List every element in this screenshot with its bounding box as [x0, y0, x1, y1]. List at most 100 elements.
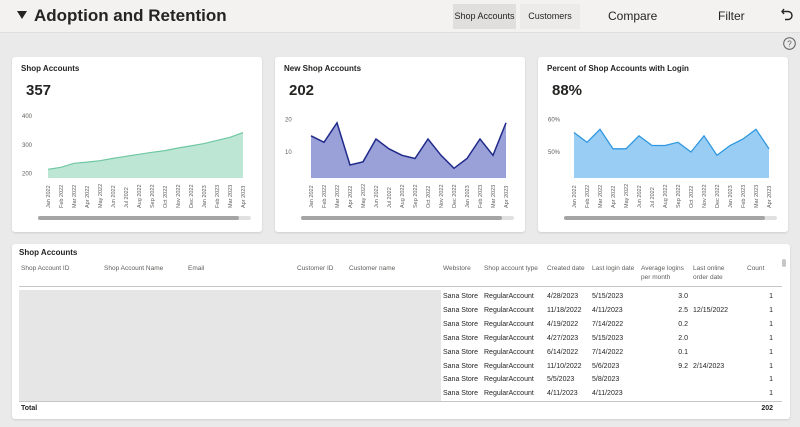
redacted-area: [19, 290, 441, 402]
card-title: Percent of Shop Accounts with Login: [547, 64, 689, 73]
chart-scrollbar[interactable]: [301, 216, 514, 220]
kpi-value: 202: [289, 82, 315, 99]
x-tick-label: Oct 2022: [426, 186, 432, 208]
x-tick-label: Feb 2022: [59, 185, 65, 208]
x-tick-label: Jan 2022: [572, 185, 578, 208]
table-cell: RegularAccount: [484, 362, 534, 370]
x-tick-label: Jan 2023: [202, 185, 208, 208]
table-cell: 4/11/2023: [547, 390, 578, 398]
scrollbar-thumb[interactable]: [38, 216, 239, 220]
svg-text:?: ?: [787, 40, 792, 49]
x-tick-label: Sep 2022: [413, 184, 419, 208]
table-cell: 7/14/2022: [592, 320, 624, 328]
table-cell: 5/5/2023: [547, 376, 575, 384]
column-header[interactable]: Webstore: [443, 265, 471, 272]
column-header[interactable]: Customer name: [349, 265, 396, 272]
x-tick-label: Jun 2022: [374, 185, 380, 208]
scrollbar-thumb[interactable]: [564, 216, 765, 220]
x-tick-label: May 2022: [361, 184, 367, 208]
table-cell: 12/15/2022: [693, 306, 729, 314]
area-fill: [48, 132, 243, 178]
scrollbar-thumb[interactable]: [301, 216, 502, 220]
table-cell: 9.2: [678, 362, 688, 370]
table-cell: 3.0: [678, 293, 688, 300]
column-header[interactable]: Created date: [547, 265, 585, 272]
x-tick-label: Apr 2023: [241, 186, 247, 208]
header-divider: [19, 286, 782, 287]
table-cell: 1: [769, 293, 773, 300]
column-header[interactable]: Shop Account Name: [104, 265, 164, 272]
shop-accounts-table: Shop Accounts Shop Account ID Shop Accou…: [12, 244, 790, 419]
column-header[interactable]: Shop account type: [484, 265, 538, 272]
table-cell: Sana Store: [443, 348, 479, 356]
column-header[interactable]: Last login date: [592, 265, 635, 272]
card-title: New Shop Accounts: [284, 64, 362, 73]
collapse-triangle-icon[interactable]: [17, 11, 27, 19]
table-cell: Sana Store: [443, 293, 479, 300]
x-tick-label: Jun 2022: [111, 185, 117, 208]
area-fill: [311, 122, 506, 178]
x-tick-label: Mar 2022: [598, 185, 604, 208]
column-header[interactable]: Count: [747, 265, 765, 272]
table-cell: Sana Store: [443, 390, 479, 398]
table-cell: RegularAccount: [484, 334, 534, 342]
column-header[interactable]: Email: [188, 265, 205, 272]
x-tick-label: Dec 2022: [715, 184, 721, 208]
login-percent-chart: 50% 60% Jan 2022 Feb 2022 Mar 2022 Apr 2022 Ma…: [548, 118, 773, 209]
tab-shop-accounts[interactable]: Shop Accounts: [453, 4, 516, 29]
x-tick-label: Jul 2022: [650, 187, 656, 208]
table-cell: Sana Store: [443, 334, 479, 342]
x-tick-label: Feb 2023: [215, 185, 221, 208]
x-tick-label: May 2022: [624, 184, 630, 208]
column-header[interactable]: Shop Account ID: [21, 265, 70, 272]
x-tick-label: Jan 2023: [465, 185, 471, 208]
series-line[interactable]: [310, 121, 507, 170]
y-tick-label: 300: [22, 143, 33, 149]
compare-button[interactable]: Compare: [608, 9, 658, 23]
filter-button[interactable]: Filter: [718, 9, 745, 23]
help-icon[interactable]: ?: [783, 37, 796, 50]
x-tick-label: Aug 2022: [137, 184, 143, 208]
table-cell: 11/10/2022: [547, 362, 582, 370]
x-tick-label: Jan 2023: [728, 185, 734, 208]
series-line[interactable]: [47, 132, 244, 170]
shop-accounts-card: Shop Accounts 357 200 300 400 Jan 2022 Feb 2…: [12, 57, 262, 232]
x-tick-label: Feb 2022: [585, 185, 591, 208]
table-cell: 1: [769, 390, 773, 398]
table-scrollbar[interactable]: [782, 259, 786, 267]
column-header[interactable]: Last online order date: [693, 265, 725, 281]
column-header[interactable]: Customer ID: [297, 265, 334, 272]
chart-scrollbar[interactable]: [38, 216, 251, 220]
x-tick-label: Apr 2023: [767, 186, 773, 208]
table-cell: RegularAccount: [484, 376, 534, 384]
series-line[interactable]: [573, 128, 770, 157]
x-tick-label: Apr 2022: [611, 186, 617, 208]
x-tick-label: Mar 2022: [335, 185, 341, 208]
table-cell: 5/15/2023: [592, 293, 624, 300]
table-cell: 11/18/2022: [547, 306, 582, 314]
table-cell: Sana Store: [443, 306, 479, 314]
column-header[interactable]: Average logins per month: [641, 265, 684, 281]
area-fill: [574, 129, 769, 178]
chart-scrollbar[interactable]: [564, 216, 777, 220]
x-tick-label: Apr 2022: [348, 186, 354, 208]
y-tick-label: 400: [22, 114, 33, 120]
undo-icon[interactable]: [781, 7, 793, 21]
table-cell: RegularAccount: [484, 320, 534, 328]
table-title: Shop Accounts: [19, 248, 78, 257]
x-tick-label: Aug 2022: [663, 184, 669, 208]
x-tick-label: Mar 2023: [228, 185, 234, 208]
table-cell: RegularAccount: [484, 306, 534, 314]
x-tick-label: Jul 2022: [124, 187, 130, 208]
x-tick-label: Feb 2023: [741, 185, 747, 208]
tab-customers[interactable]: Customers: [520, 4, 580, 29]
table-cell: 4/19/2022: [547, 320, 579, 328]
new-shop-accounts-card: New Shop Accounts 202 10 20 Jan 2022 Feb 20…: [275, 57, 525, 232]
total-label: Total: [21, 405, 38, 412]
x-tick-label: Dec 2022: [189, 184, 195, 208]
x-tick-label: May 2022: [98, 184, 104, 208]
total-divider: [19, 401, 782, 402]
x-tick-label: Oct 2022: [163, 186, 169, 208]
y-tick-label: 10: [285, 150, 292, 156]
page-title: Adoption and Retention: [34, 6, 227, 25]
